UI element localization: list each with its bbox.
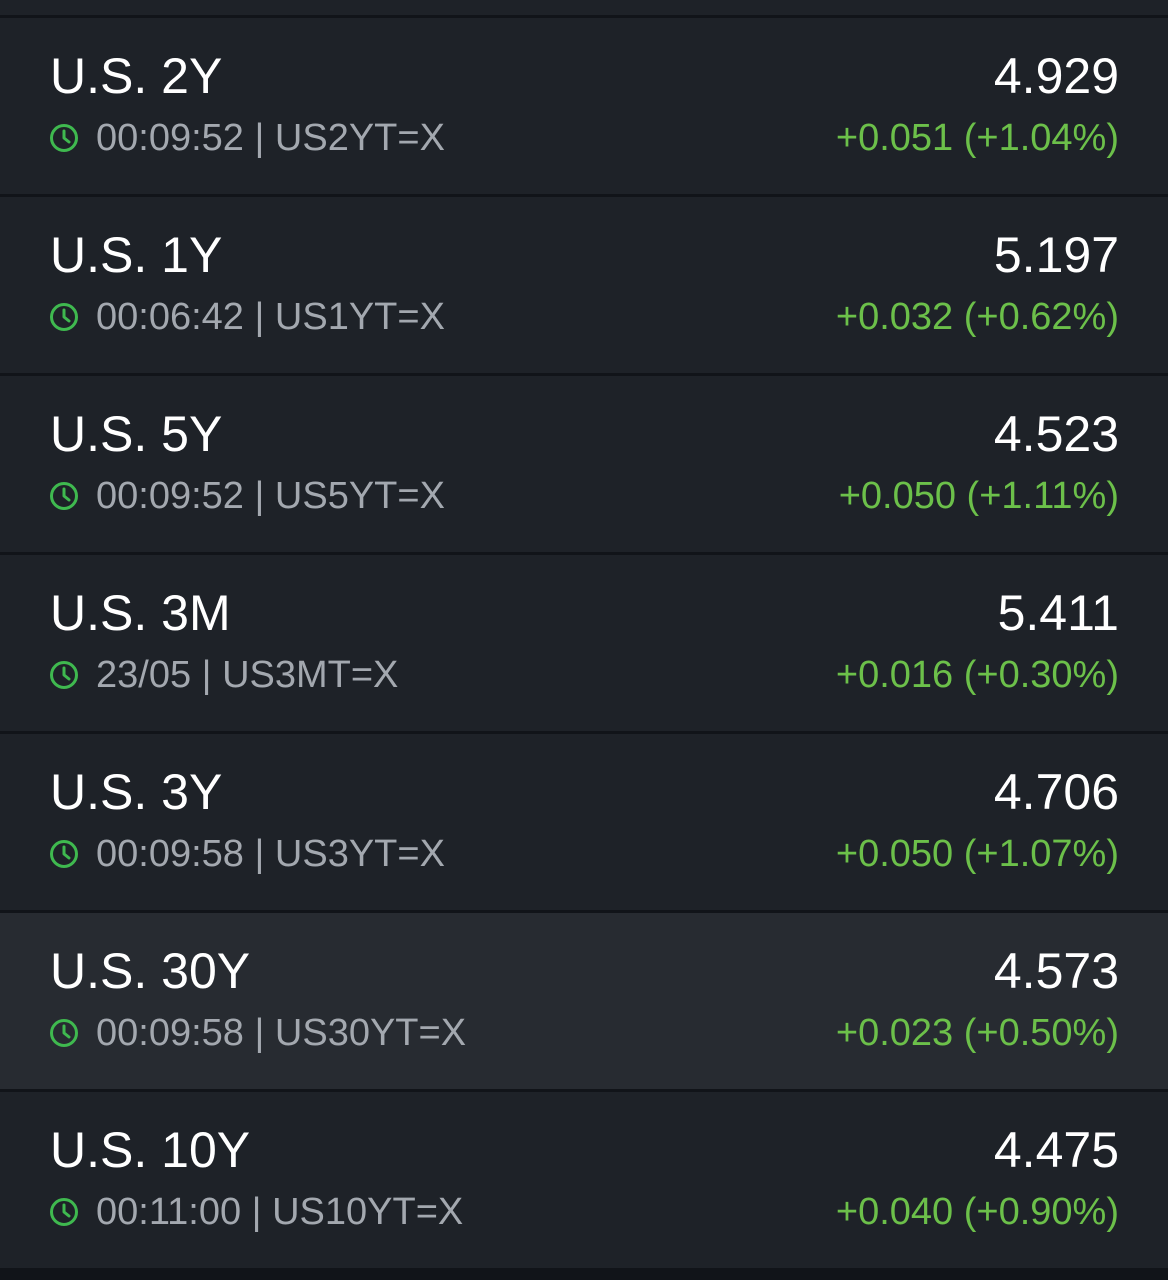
last-price: 4.929: [993, 48, 1119, 104]
last-price: 5.411: [997, 585, 1119, 641]
quote-row-us10y[interactable]: U.S. 10Y 00:11:00 | US10YT=X 4.475 +0.04…: [0, 1092, 1168, 1268]
quote-row-us2y[interactable]: U.S. 2Y 00:09:52 | US2YT=X 4.929 +0.051 …: [0, 18, 1168, 194]
previous-row-edge: [0, 0, 1168, 15]
price-change: +0.051 (+1.04%): [835, 117, 1119, 159]
instrument-name: U.S. 5Y: [50, 406, 223, 462]
last-price: 4.475: [993, 1122, 1119, 1178]
quote-meta: 00:09:52 | US2YT=X: [48, 114, 445, 162]
price-change: +0.050 (+1.11%): [838, 475, 1119, 517]
timestamp-symbol: 23/05 | US3MT=X: [96, 654, 399, 696]
clock-icon: [50, 124, 78, 152]
timestamp-symbol: 00:09:52 | US2YT=X: [96, 117, 445, 159]
quote-row-us30y[interactable]: U.S. 30Y 00:09:58 | US30YT=X 4.573 +0.02…: [0, 913, 1168, 1089]
quote-row-us3m[interactable]: U.S. 3M 23/05 | US3MT=X 5.411 +0.016 (+0…: [0, 555, 1168, 731]
quote-row-us5y[interactable]: U.S. 5Y 00:09:52 | US5YT=X 4.523 +0.050 …: [0, 376, 1168, 552]
quote-row-us1y[interactable]: U.S. 1Y 00:06:42 | US1YT=X 5.197 +0.032 …: [0, 197, 1168, 373]
timestamp-symbol: 00:06:42 | US1YT=X: [96, 296, 445, 338]
quote-meta: 00:09:52 | US5YT=X: [48, 472, 445, 520]
price-change: +0.032 (+0.62%): [835, 296, 1119, 338]
timestamp-symbol: 00:09:52 | US5YT=X: [96, 475, 445, 517]
last-price: 5.197: [993, 227, 1119, 283]
timestamp-symbol: 00:09:58 | US3YT=X: [96, 833, 445, 875]
instrument-name: U.S. 3Y: [50, 764, 223, 820]
clock-icon: [50, 1198, 78, 1226]
quote-meta: 00:11:00 | US10YT=X: [48, 1188, 463, 1236]
clock-icon: [50, 661, 78, 689]
last-price: 4.706: [993, 764, 1119, 820]
timestamp-symbol: 00:11:00 | US10YT=X: [96, 1191, 464, 1233]
instrument-name: U.S. 30Y: [50, 943, 251, 999]
price-change: +0.040 (+0.90%): [835, 1191, 1119, 1233]
quote-meta: 00:09:58 | US30YT=X: [48, 1009, 466, 1057]
quote-row-us3y[interactable]: U.S. 3Y 00:09:58 | US3YT=X 4.706 +0.050 …: [0, 734, 1168, 910]
last-price: 4.573: [993, 943, 1119, 999]
instrument-name: U.S. 1Y: [50, 227, 223, 283]
clock-icon: [50, 1019, 78, 1047]
clock-icon: [50, 303, 78, 331]
price-change: +0.016 (+0.30%): [835, 654, 1119, 696]
instrument-name: U.S. 10Y: [50, 1122, 251, 1178]
price-change: +0.050 (+1.07%): [835, 833, 1119, 875]
price-change: +0.023 (+0.50%): [835, 1012, 1119, 1054]
clock-icon: [50, 482, 78, 510]
instrument-name: U.S. 2Y: [50, 48, 223, 104]
quote-meta: 00:09:58 | US3YT=X: [48, 830, 445, 878]
instrument-name: U.S. 3M: [50, 585, 231, 641]
clock-icon: [50, 840, 78, 868]
timestamp-symbol: 00:09:58 | US30YT=X: [96, 1012, 467, 1054]
last-price: 4.523: [993, 406, 1119, 462]
quote-meta: 00:06:42 | US1YT=X: [48, 293, 445, 341]
quote-meta: 23/05 | US3MT=X: [48, 651, 398, 699]
